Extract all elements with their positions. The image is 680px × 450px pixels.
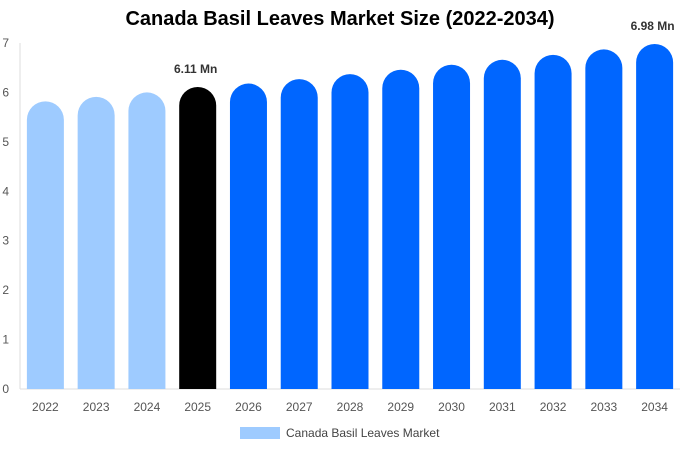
bar-2022 [26,101,64,389]
bar-2023 [77,96,115,390]
y-tick-label: 7 [2,36,9,50]
data-label: 6.98 Mn [631,19,675,33]
y-tick-label: 3 [2,234,9,248]
axis-layer: 0 1 2 3 4 5 6 7 2022 2023 2024 2025 2026 2027 2028 2029… [2,36,680,414]
legend: Canada Basil Leaves Market [240,426,439,440]
x-tick-label: 2025 [184,400,211,414]
bar-2027 [280,79,318,390]
y-tick-label: 0 [2,382,9,396]
x-tick-label: 2023 [83,400,110,414]
bar-2030 [433,64,471,390]
y-tick-label: 5 [2,135,9,149]
x-tick-label: 2034 [641,400,668,414]
y-tick-label: 6 [2,85,9,99]
y-tick-label: 1 [2,333,9,347]
bar-2031 [483,59,521,389]
data-label: 6.11 Mn [174,62,217,76]
x-tick-label: 2033 [590,400,617,414]
x-tick-label: 2027 [286,400,313,414]
chart-title: Canada Basil Leaves Market Size (2022-20… [125,8,555,30]
x-tick-label: 2028 [337,400,364,414]
legend-label: Canada Basil Leaves Market [286,426,440,440]
bar-2034 [636,43,674,389]
x-tick-label: 2026 [235,400,262,414]
x-tick-label: 2022 [32,400,59,414]
label-layer: 6.11 Mn 6.98 Mn [174,19,675,76]
bar-2029 [382,69,420,389]
y-tick-label: 2 [2,283,9,297]
x-tick-label: 2024 [134,400,161,414]
x-tick-label: 2031 [489,400,516,414]
x-tick-label: 2032 [540,400,567,414]
bar-2025 [179,86,217,390]
x-tick-label: 2030 [438,400,465,414]
legend-swatch [240,427,280,439]
bar-layer [26,43,674,390]
bar-2028 [331,74,369,389]
bar-2024 [128,92,166,389]
bar-2033 [585,49,623,389]
bar-2026 [229,83,267,389]
x-tick-label: 2029 [387,400,414,414]
bar-2032 [534,54,572,389]
y-tick-label: 4 [2,184,9,198]
